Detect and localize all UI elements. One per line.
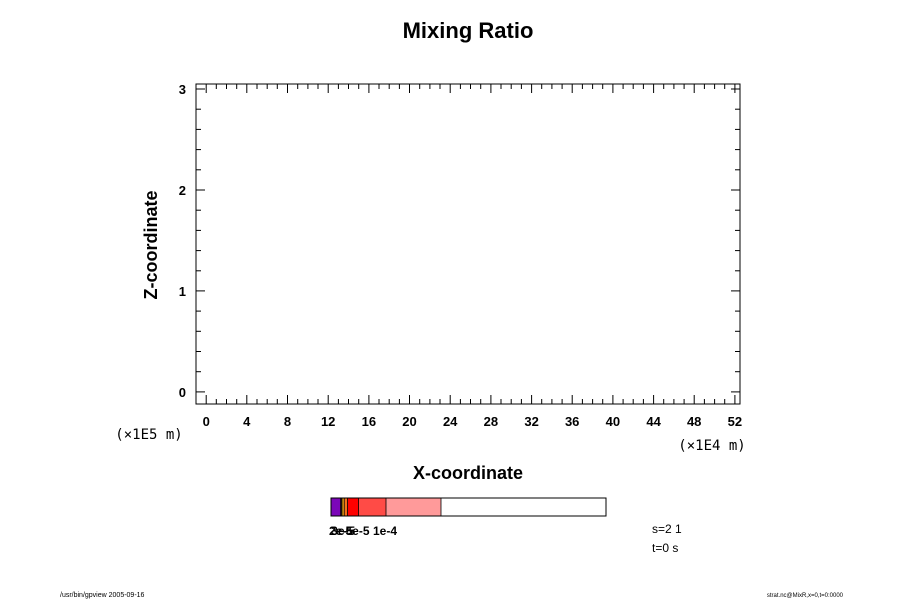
x-tick-label: 32 xyxy=(524,414,538,429)
colorbar-label: 5e-5 xyxy=(345,524,369,538)
colorbar-label: 1e-4 xyxy=(373,524,397,538)
x-tick-label: 0 xyxy=(203,414,210,429)
footer-right: strat.nc@MixR,x=0,t=0:0000 xyxy=(767,593,844,599)
annotation-t: t=0 s xyxy=(652,541,678,555)
colorbar xyxy=(330,497,607,517)
x-tick-label: 52 xyxy=(728,414,742,429)
colorbar-segment xyxy=(347,498,359,516)
y-tick-label: 0 xyxy=(179,385,186,400)
x-tick-label: 24 xyxy=(443,414,458,429)
y-tick-label: 2 xyxy=(179,183,186,198)
chart-title: Mixing Ratio xyxy=(403,18,534,43)
x-tick-label: 16 xyxy=(362,414,376,429)
x-tick-label: 44 xyxy=(646,414,661,429)
annotation-s: s=2 1 xyxy=(652,522,682,536)
x-tick-label: 36 xyxy=(565,414,579,429)
colorbar-segment xyxy=(358,498,386,516)
colorbar-labels: 2e-53e-55e-5 1e-4 xyxy=(329,524,397,538)
colorbar-frame xyxy=(330,497,607,517)
x-axis-tick-labels: 0 4 8 12 16 20 24 28 32 36 40 44 48 52 xyxy=(203,414,743,429)
plot-frame xyxy=(195,83,741,405)
y-tick-label: 3 xyxy=(179,82,186,97)
x-axis-label: X-coordinate xyxy=(413,463,523,483)
x-tick-label: 20 xyxy=(402,414,416,429)
colorbar-segment xyxy=(331,498,341,516)
y-tick-label: 1 xyxy=(179,284,186,299)
x-tick-label: 12 xyxy=(321,414,335,429)
x-tick-label: 40 xyxy=(606,414,620,429)
colorbar-label: 3e-5 xyxy=(331,524,355,538)
footer-left: /usr/bin/gpview 2005-09-16 xyxy=(60,592,145,599)
y-scale-note: (×1E5 m) xyxy=(115,427,182,443)
y-axis-label: Z-coordinate xyxy=(141,190,161,299)
colorbar-segment xyxy=(386,498,441,516)
colorbar-segment xyxy=(341,498,342,516)
x-scale-note: (×1E4 m) xyxy=(678,438,745,454)
colorbar-segment xyxy=(342,498,345,516)
y-axis-tick-labels: 0 1 2 3 xyxy=(179,82,186,400)
x-tick-label: 28 xyxy=(484,414,498,429)
x-axis-ticks xyxy=(195,84,736,404)
colorbar-segment xyxy=(344,498,348,516)
x-tick-label: 4 xyxy=(243,414,251,429)
x-tick-label: 8 xyxy=(284,414,291,429)
x-tick-label: 48 xyxy=(687,414,701,429)
colorbar-label: 2e-5 xyxy=(329,524,353,538)
y-axis-ticks xyxy=(196,88,740,393)
